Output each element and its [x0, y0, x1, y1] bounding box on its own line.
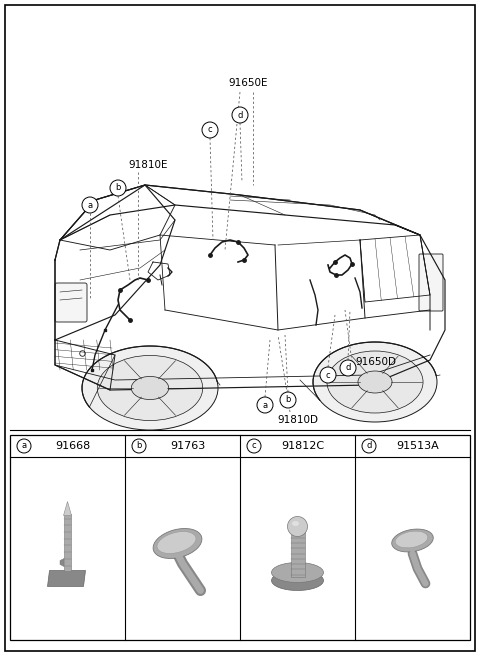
Text: 91763: 91763 [170, 441, 205, 451]
Ellipse shape [395, 531, 428, 548]
Text: 91810D: 91810D [277, 415, 319, 425]
Ellipse shape [132, 377, 168, 400]
Circle shape [82, 197, 98, 213]
Bar [64, 514, 71, 571]
Circle shape [232, 107, 248, 123]
Polygon shape [60, 558, 64, 567]
Text: b: b [285, 396, 291, 405]
Ellipse shape [313, 342, 437, 422]
Circle shape [257, 397, 273, 413]
Ellipse shape [292, 521, 299, 526]
Text: 91650E: 91650E [228, 78, 268, 88]
Bar [10, 435, 470, 640]
Text: b: b [136, 441, 142, 451]
Ellipse shape [153, 529, 202, 558]
Circle shape [202, 122, 218, 138]
Polygon shape [63, 501, 72, 516]
Ellipse shape [272, 562, 324, 583]
Ellipse shape [327, 351, 423, 413]
Text: a: a [87, 201, 93, 209]
Text: 91810E: 91810E [128, 160, 168, 170]
Text: a: a [22, 441, 26, 451]
Ellipse shape [272, 571, 324, 590]
Ellipse shape [358, 371, 392, 393]
Circle shape [132, 439, 146, 453]
Text: c: c [326, 371, 330, 380]
Bar [290, 531, 304, 577]
Text: c: c [252, 441, 256, 451]
Text: d: d [237, 110, 243, 119]
Text: c: c [208, 125, 212, 134]
Ellipse shape [392, 529, 433, 552]
Text: d: d [345, 363, 351, 373]
Circle shape [340, 360, 356, 376]
Circle shape [110, 180, 126, 196]
FancyBboxPatch shape [419, 254, 443, 311]
Circle shape [362, 439, 376, 453]
Ellipse shape [157, 531, 196, 554]
Circle shape [320, 367, 336, 383]
Polygon shape [48, 571, 85, 586]
Text: 91513A: 91513A [396, 441, 439, 451]
Text: d: d [366, 441, 372, 451]
Text: 91668: 91668 [55, 441, 90, 451]
Text: 91812C: 91812C [281, 441, 324, 451]
Circle shape [17, 439, 31, 453]
Ellipse shape [97, 356, 203, 420]
FancyBboxPatch shape [55, 283, 87, 322]
Circle shape [247, 439, 261, 453]
Circle shape [288, 516, 308, 537]
Ellipse shape [82, 346, 218, 430]
Text: 91650D: 91650D [355, 357, 396, 367]
Circle shape [280, 392, 296, 408]
Text: a: a [263, 401, 267, 409]
Text: b: b [115, 184, 120, 192]
